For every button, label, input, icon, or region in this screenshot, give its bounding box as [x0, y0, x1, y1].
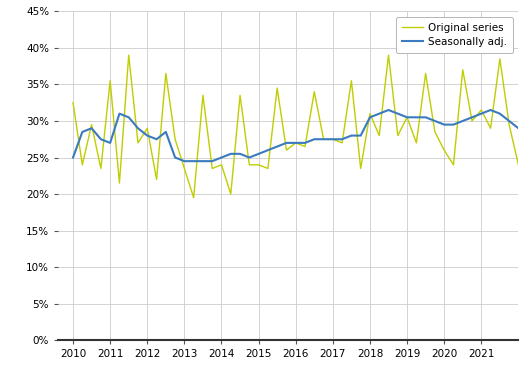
- Original series: [70, 101, 76, 105]
- Seasonally adj.: [172, 155, 178, 160]
- Original series: [237, 93, 243, 98]
- Line: Seasonally adj.: Seasonally adj.: [73, 110, 529, 161]
- Seasonally adj.: [385, 108, 391, 112]
- Seasonally adj.: [525, 122, 529, 127]
- Original series: [181, 166, 188, 171]
- Seasonally adj.: [227, 152, 234, 156]
- Original series: [395, 133, 401, 138]
- Original series: [125, 53, 132, 57]
- Original series: [227, 192, 234, 196]
- Seasonally adj.: [181, 159, 188, 163]
- Original series: [525, 166, 529, 171]
- Seasonally adj.: [70, 155, 76, 160]
- Seasonally adj.: [423, 115, 429, 119]
- Legend: Original series, Seasonally adj.: Original series, Seasonally adj.: [396, 17, 513, 53]
- Original series: [190, 195, 197, 200]
- Original series: [423, 71, 429, 76]
- Line: Original series: Original series: [73, 55, 529, 198]
- Seasonally adj.: [395, 112, 401, 116]
- Seasonally adj.: [218, 155, 225, 160]
